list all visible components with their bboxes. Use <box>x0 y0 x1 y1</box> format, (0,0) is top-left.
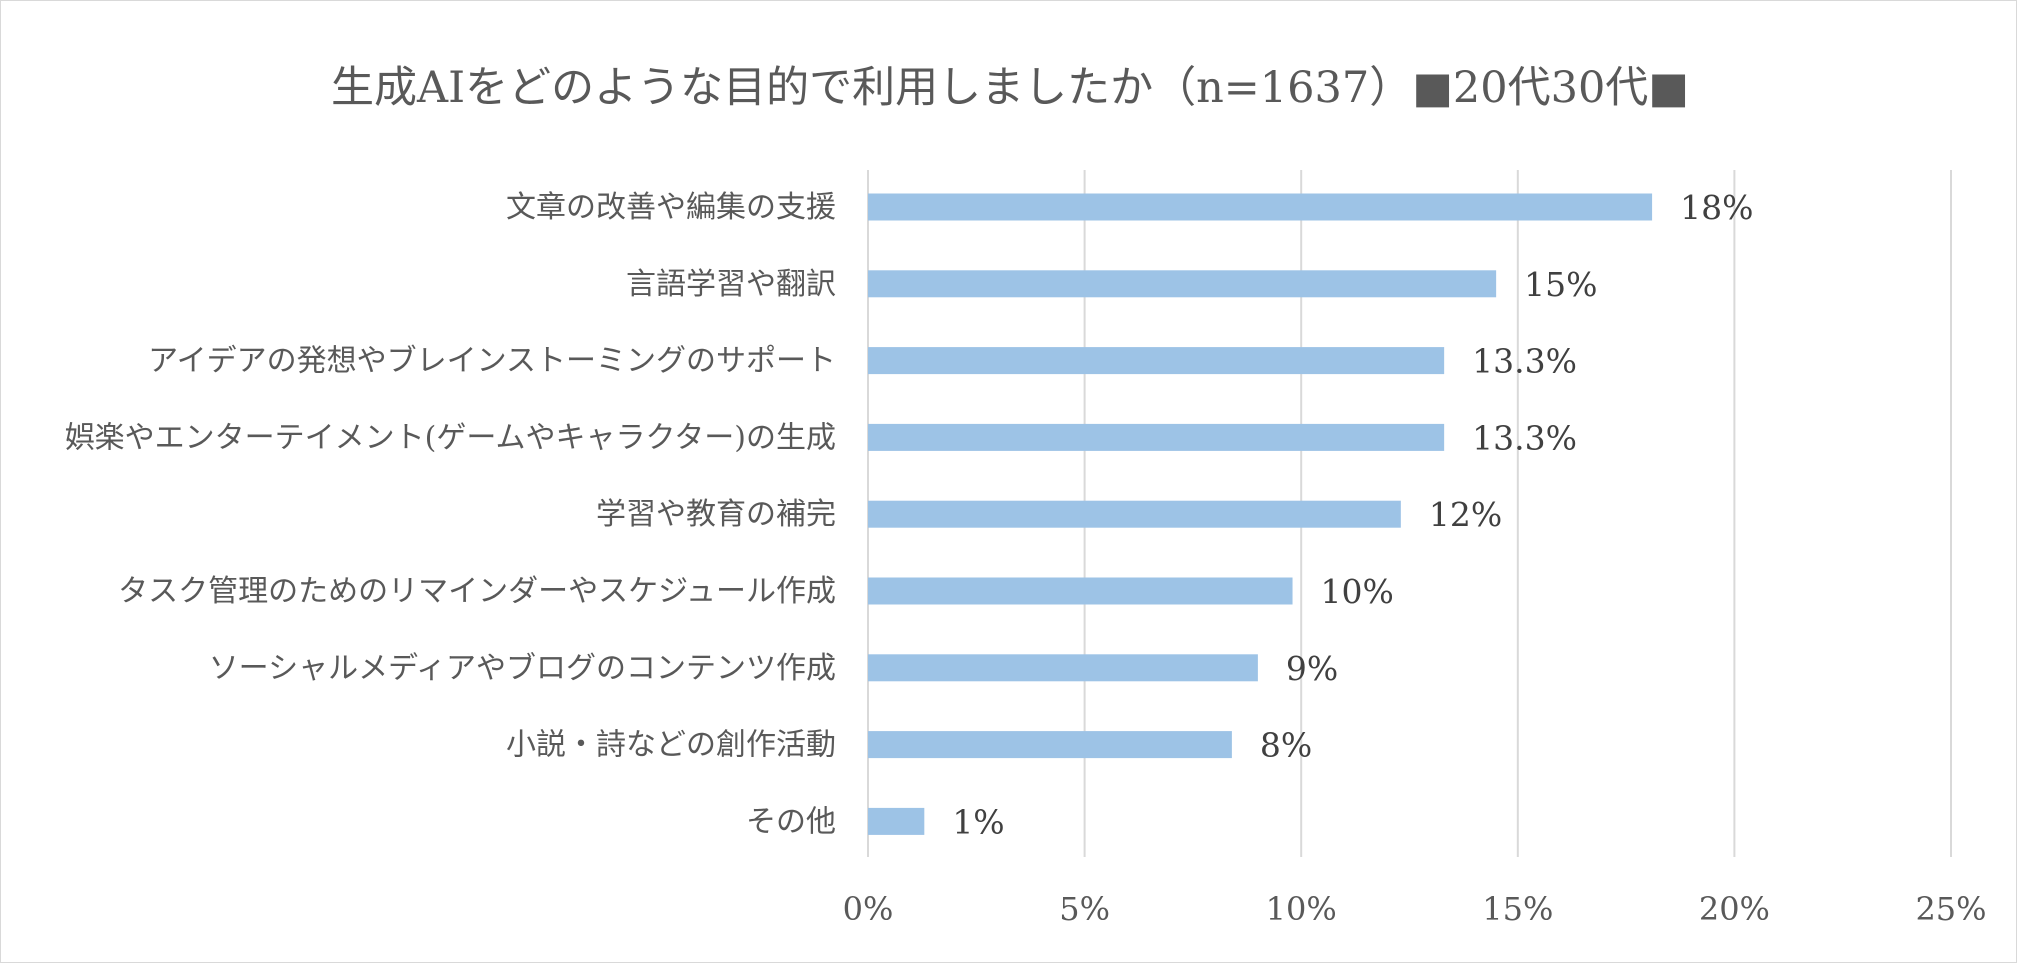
category-label: アイデアの発想やブレインストーミングのサポート <box>148 344 836 379</box>
category-label: 言語学習や翻訳 <box>626 267 836 302</box>
x-tick-label: 25% <box>1915 890 1986 928</box>
data-label: 15% <box>1524 265 1597 304</box>
bar <box>868 500 1401 528</box>
x-tick-label: 15% <box>1482 890 1553 928</box>
data-label: 1% <box>952 802 1004 841</box>
bar <box>868 577 1293 605</box>
category-label: 娯楽やエンターテイメント(ゲームやキャラクター)の生成 <box>65 420 836 455</box>
x-tick-label: 10% <box>1266 890 1337 928</box>
category-label: ソーシャルメディアやブログのコンテンツ作成 <box>209 651 836 686</box>
bar <box>868 270 1497 298</box>
bar <box>868 807 925 835</box>
category-label: 小説・詩などの創作活動 <box>506 728 836 763</box>
x-tick-label: 20% <box>1699 890 1770 928</box>
data-label: 9% <box>1286 649 1338 688</box>
data-label: 10% <box>1321 572 1394 611</box>
data-label: 13.3% <box>1472 418 1577 457</box>
category-label: 文章の改善や編集の支援 <box>506 190 836 225</box>
category-label: タスク管理のためのリマインダーやスケジュール作成 <box>118 574 836 609</box>
x-axis-ticks: 0% 5% 10% 15% 20% 25% <box>843 890 1987 928</box>
category-label: 学習や教育の補完 <box>596 497 836 532</box>
bar <box>868 347 1445 375</box>
x-tick-label: 0% <box>843 890 894 928</box>
bar <box>868 193 1653 221</box>
bar <box>868 654 1258 682</box>
x-tick-label: 5% <box>1059 890 1110 928</box>
bar <box>868 731 1232 759</box>
data-label: 18% <box>1680 188 1753 227</box>
category-labels: 文章の改善や編集の支援言語学習や翻訳アイデアの発想やブレインストーミングのサポー… <box>65 190 836 839</box>
data-label: 12% <box>1429 495 1502 534</box>
bars <box>868 193 1653 835</box>
data-labels: 18% 15% 13.3% 13.3% 12% 10% 9% 8% 1% <box>952 188 1753 841</box>
bar <box>868 423 1445 451</box>
category-label: その他 <box>746 804 836 839</box>
data-label: 8% <box>1260 726 1312 765</box>
data-label: 13.3% <box>1472 342 1577 381</box>
chart-title: 生成AIをどのような目的で利用しましたか（n=1637）■20代30代■ <box>331 63 1689 113</box>
